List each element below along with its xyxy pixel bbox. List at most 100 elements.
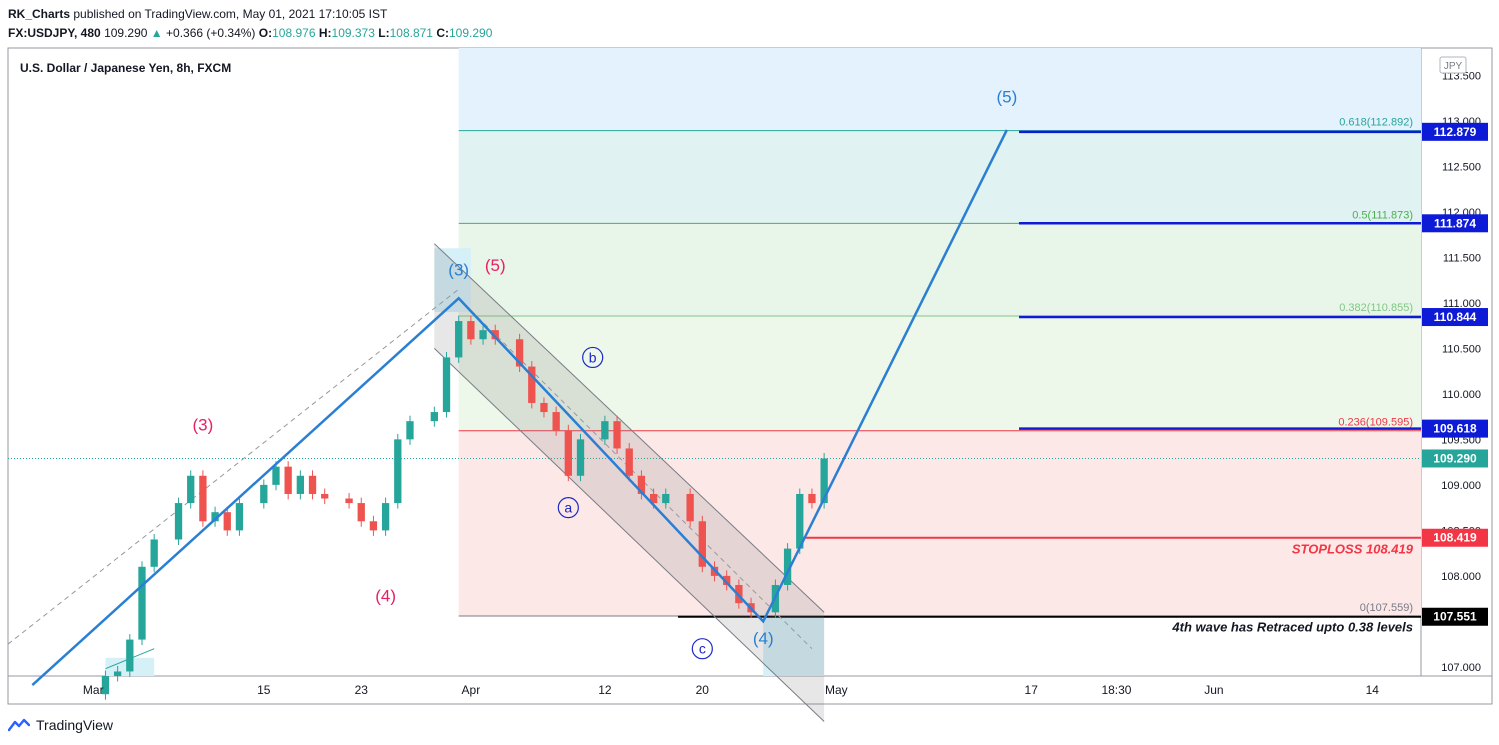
stoploss-text: STOPLOSS 108.419 <box>1292 542 1414 557</box>
fib-zone-0382 <box>458 316 1422 431</box>
elliott-wave-path[interactable] <box>31 129 1008 687</box>
symbol-line: FX:USDJPY, 480 109.290 ▲ +0.366 (+0.34%)… <box>8 26 492 40</box>
x-tick-label: Jun <box>1204 683 1223 697</box>
target-price-badge-bg <box>1422 214 1488 233</box>
candle-body <box>345 498 353 504</box>
brand-name[interactable]: TradingView <box>36 717 114 733</box>
candle-body <box>223 512 231 531</box>
candle-body <box>357 503 365 522</box>
candle-body <box>808 493 816 504</box>
currency-label: JPY <box>1444 61 1463 72</box>
x-tick-label: Apr <box>462 683 481 697</box>
candle-body <box>272 466 280 485</box>
y-tick-label: 111.500 <box>1443 252 1481 264</box>
wave-label-text: (5) <box>996 88 1017 107</box>
candle-body <box>211 512 219 522</box>
last-price-text: 109.290 <box>104 26 148 40</box>
candle-body <box>150 539 158 567</box>
candle-body <box>649 493 658 504</box>
candle-body <box>369 521 378 531</box>
x-tick-label: 14 <box>1366 683 1380 697</box>
candle-body <box>552 412 560 431</box>
channel-lower-line <box>433 347 825 722</box>
candle-body <box>662 493 670 504</box>
fib-level-label: 0(107.559) <box>1360 602 1413 614</box>
candle-body <box>260 484 268 504</box>
low-value: 108.871 <box>389 26 433 40</box>
wave-label-text: (4) <box>753 629 774 648</box>
tradingview-logo-icon <box>8 718 30 732</box>
candle-body <box>113 671 122 676</box>
candle-body <box>284 466 292 494</box>
rising-trend-line <box>7 288 460 645</box>
candle-body <box>455 321 463 358</box>
tradingview-footer: TradingView <box>8 713 113 737</box>
candle-body <box>296 475 304 494</box>
y-tick-label: 107.000 <box>1441 662 1481 674</box>
projection-box <box>434 248 471 312</box>
candle-body <box>540 402 548 413</box>
candle-body <box>796 493 804 549</box>
y-tick-label: 110.000 <box>1442 389 1481 401</box>
target-price-badge-bg <box>1422 308 1488 327</box>
candle-body <box>321 493 329 499</box>
candle-body <box>723 575 731 585</box>
y-tick-label: 108.000 <box>1441 571 1481 583</box>
support-text: 4th wave has Retraced upto 0.38 levels <box>1171 620 1413 635</box>
close-label: C: <box>436 26 449 40</box>
wave-label-text: (5) <box>485 256 506 275</box>
wave-label-circle <box>582 346 604 369</box>
x-tick-label: 23 <box>355 683 369 697</box>
stoploss-price-badge-bg <box>1422 528 1488 547</box>
support-price-badge-bg <box>1422 607 1488 626</box>
published-text: published on TradingView.com, May 01, 20… <box>73 7 388 21</box>
close-value: 109.290 <box>449 26 493 40</box>
fib-zone-05 <box>458 223 1422 317</box>
candle-body <box>235 503 244 531</box>
candle-body <box>138 566 146 640</box>
candle-body <box>564 430 572 476</box>
wave-label-circle <box>691 638 713 660</box>
author-name[interactable]: RK_Charts <box>8 7 71 21</box>
channel-upper-line <box>433 243 825 613</box>
wave-label-text: b <box>589 349 597 365</box>
candle-body <box>467 321 475 340</box>
candle-body <box>698 521 706 567</box>
candle-body <box>637 475 646 494</box>
fib-zone-0236 <box>458 430 1422 617</box>
y-tick-label: 109.000 <box>1441 480 1481 492</box>
candle-body <box>528 366 536 403</box>
x-tick-label: 17 <box>1025 683 1039 697</box>
target-price-badge: 112.879 <box>1434 125 1477 139</box>
stoploss-price-badge: 108.419 <box>1433 531 1477 545</box>
candle-body <box>442 357 451 413</box>
x-tick-label: 15 <box>257 683 271 697</box>
y-tick-label: 112.500 <box>1442 161 1481 173</box>
fib-level-label: 0.618(112.892) <box>1339 117 1413 129</box>
symbol-name[interactable]: FX:USDJPY, 480 <box>8 26 101 40</box>
wave-label-text: a <box>564 500 572 516</box>
y-tick-label: 111.000 <box>1443 298 1481 310</box>
projection-box <box>763 616 825 676</box>
target-price-badge: 111.874 <box>1434 216 1476 230</box>
candle-body <box>430 412 438 422</box>
candle-body <box>686 493 694 522</box>
candle-body <box>820 458 828 504</box>
publish-line: RK_Charts published on TradingView.com, … <box>8 7 387 21</box>
wave-label-text: (3) <box>193 415 214 434</box>
fib-level-label: 0.236(109.595) <box>1338 417 1413 429</box>
support-price-badge: 107.551 <box>1433 610 1477 624</box>
last-price-badge-bg <box>1422 449 1488 468</box>
x-tick-label: May <box>825 683 848 697</box>
candle-body <box>601 421 609 440</box>
target-price-badge: 109.618 <box>1433 422 1477 436</box>
candle-body <box>381 503 390 531</box>
y-tick-label: 110.500 <box>1442 343 1481 355</box>
x-tick-label: Mar <box>83 683 104 697</box>
target-price-badge-bg <box>1422 419 1488 438</box>
candle-body <box>187 475 195 504</box>
candle-body <box>199 475 207 522</box>
candle-body <box>515 339 524 367</box>
